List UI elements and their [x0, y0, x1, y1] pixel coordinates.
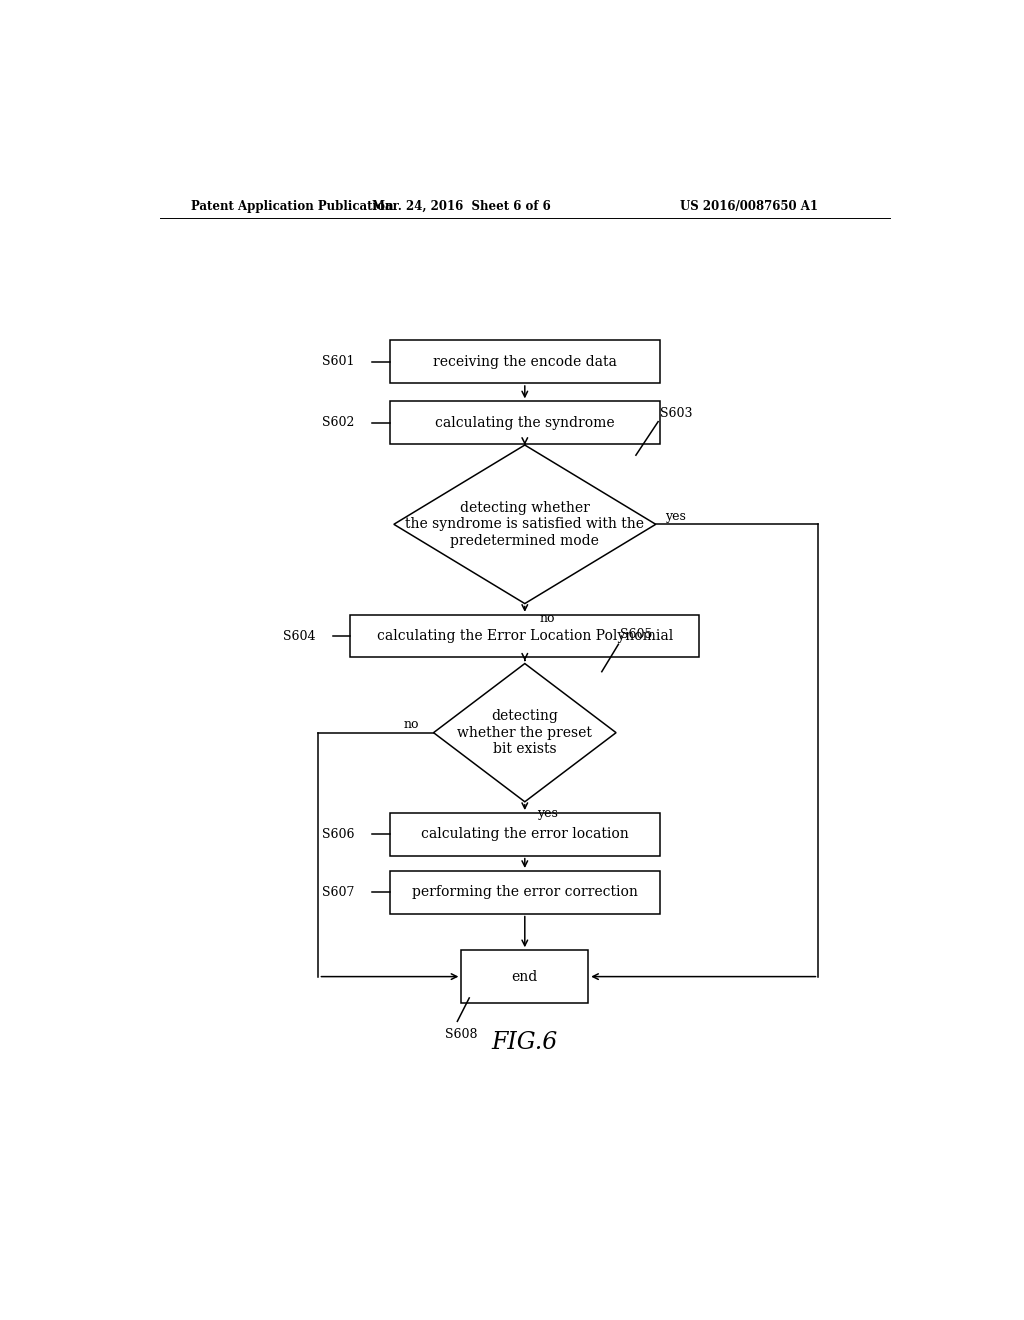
Text: S602: S602 — [323, 416, 354, 429]
Text: US 2016/0087650 A1: US 2016/0087650 A1 — [680, 199, 818, 213]
FancyBboxPatch shape — [390, 813, 659, 855]
Text: no: no — [403, 718, 419, 731]
FancyBboxPatch shape — [461, 950, 588, 1003]
Text: end: end — [512, 970, 538, 983]
Text: calculating the error location: calculating the error location — [421, 828, 629, 841]
Polygon shape — [433, 664, 616, 801]
Text: FIG.6: FIG.6 — [492, 1031, 558, 1055]
Text: yes: yes — [666, 510, 686, 523]
Text: Patent Application Publication: Patent Application Publication — [191, 199, 394, 213]
FancyBboxPatch shape — [390, 871, 659, 913]
Text: receiving the encode data: receiving the encode data — [433, 355, 616, 368]
Text: calculating the Error Location Polynomial: calculating the Error Location Polynomia… — [377, 630, 673, 643]
FancyBboxPatch shape — [390, 341, 659, 383]
Text: detecting
whether the preset
bit exists: detecting whether the preset bit exists — [458, 709, 592, 756]
Text: yes: yes — [537, 807, 558, 820]
Text: S605: S605 — [620, 628, 652, 642]
Text: S607: S607 — [323, 886, 354, 899]
Text: Mar. 24, 2016  Sheet 6 of 6: Mar. 24, 2016 Sheet 6 of 6 — [372, 199, 551, 213]
Text: S603: S603 — [659, 407, 692, 420]
Text: performing the error correction: performing the error correction — [412, 886, 638, 899]
Text: no: no — [539, 611, 555, 624]
Text: S606: S606 — [323, 828, 355, 841]
FancyBboxPatch shape — [390, 401, 659, 444]
Text: calculating the syndrome: calculating the syndrome — [435, 416, 614, 430]
Polygon shape — [394, 445, 655, 603]
Text: detecting whether
the syndrome is satisfied with the
predetermined mode: detecting whether the syndrome is satisf… — [406, 502, 644, 548]
Text: S604: S604 — [283, 630, 315, 643]
FancyBboxPatch shape — [350, 615, 699, 657]
Text: S608: S608 — [445, 1028, 478, 1041]
Text: S601: S601 — [323, 355, 355, 368]
